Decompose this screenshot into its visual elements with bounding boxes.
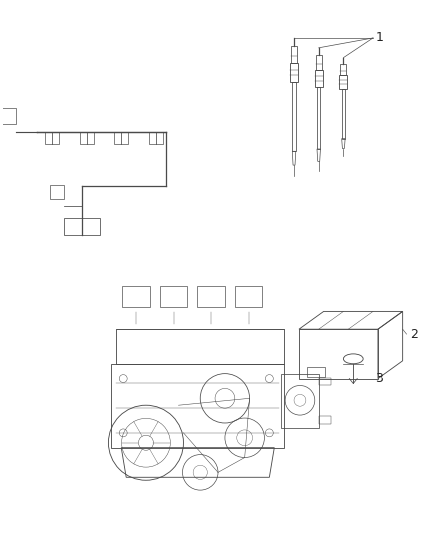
Bar bbox=[319, 416, 331, 424]
Bar bbox=[45, 132, 59, 143]
Bar bbox=[319, 377, 331, 385]
Bar bbox=[235, 286, 262, 308]
Bar bbox=[50, 185, 64, 199]
Bar bbox=[317, 87, 321, 149]
Bar bbox=[160, 286, 187, 308]
Bar bbox=[316, 55, 321, 70]
Bar bbox=[292, 82, 296, 151]
Bar bbox=[291, 46, 297, 63]
Bar bbox=[0, 108, 16, 124]
Bar bbox=[80, 132, 94, 143]
Bar bbox=[315, 70, 323, 87]
Bar bbox=[290, 63, 298, 82]
Bar bbox=[114, 132, 128, 143]
Text: 1: 1 bbox=[376, 31, 384, 44]
Bar bbox=[122, 286, 150, 308]
Text: 2: 2 bbox=[410, 328, 418, 341]
Bar bbox=[339, 76, 347, 89]
Text: 3: 3 bbox=[375, 372, 383, 385]
Bar bbox=[197, 286, 225, 308]
Bar bbox=[342, 89, 345, 139]
Bar bbox=[340, 63, 346, 76]
Bar bbox=[149, 132, 163, 143]
Bar bbox=[64, 217, 99, 236]
